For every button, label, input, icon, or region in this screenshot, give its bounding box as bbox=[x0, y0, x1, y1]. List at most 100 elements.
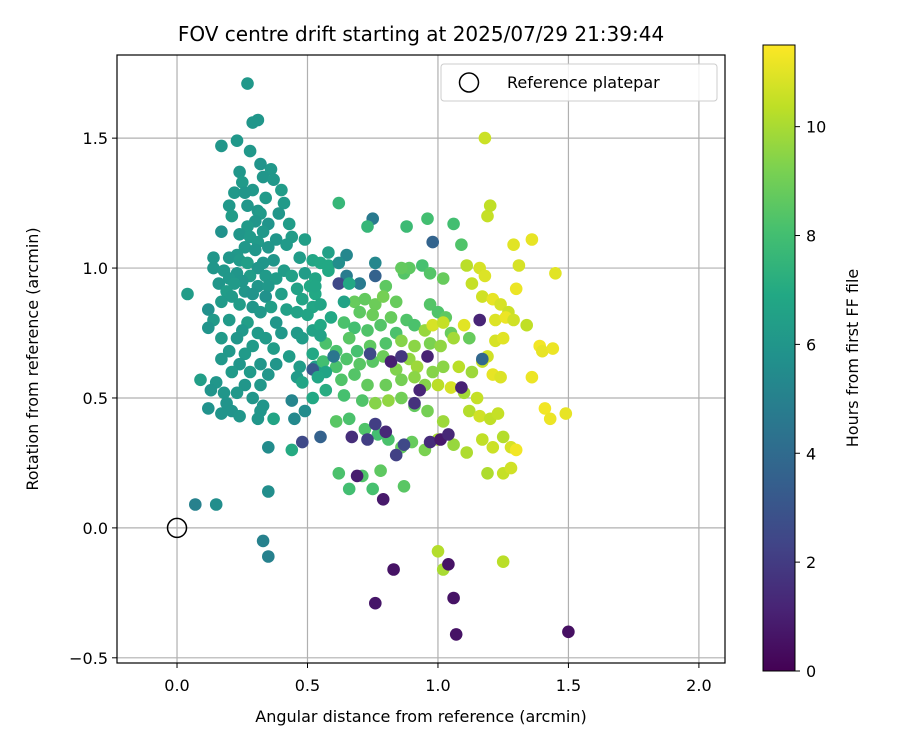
data-point bbox=[267, 412, 280, 426]
data-point bbox=[348, 368, 361, 381]
data-point bbox=[509, 282, 523, 296]
data-point bbox=[251, 412, 265, 426]
data-point bbox=[426, 235, 440, 249]
data-point bbox=[358, 292, 372, 306]
data-point bbox=[316, 355, 330, 368]
data-point bbox=[483, 199, 497, 212]
data-point bbox=[421, 350, 434, 363]
data-point bbox=[366, 308, 380, 322]
data-point bbox=[298, 267, 312, 280]
colorbar-tick-label: 10 bbox=[806, 118, 826, 137]
data-point bbox=[470, 391, 484, 405]
data-point bbox=[455, 238, 468, 251]
data-point bbox=[395, 261, 408, 275]
data-point bbox=[361, 220, 374, 233]
data-point bbox=[408, 318, 421, 332]
data-point bbox=[269, 357, 283, 371]
data-point bbox=[275, 183, 288, 197]
data-point bbox=[476, 352, 489, 366]
data-point bbox=[473, 313, 487, 327]
colorbar-label: Hours from first FF file bbox=[843, 269, 862, 448]
data-point bbox=[379, 378, 393, 392]
data-point bbox=[269, 272, 283, 285]
data-point bbox=[457, 318, 471, 332]
data-point bbox=[225, 209, 239, 223]
data-point bbox=[389, 448, 403, 462]
data-point bbox=[285, 394, 299, 407]
data-point bbox=[243, 365, 257, 379]
data-point bbox=[332, 256, 346, 270]
data-point bbox=[314, 298, 327, 311]
data-point bbox=[275, 287, 288, 301]
grid bbox=[117, 55, 725, 663]
data-point bbox=[434, 339, 447, 353]
data-point bbox=[264, 163, 278, 176]
data-point bbox=[436, 272, 450, 285]
data-point bbox=[496, 331, 510, 345]
y-tick-label: 0.0 bbox=[83, 519, 108, 538]
data-point bbox=[436, 360, 450, 374]
data-point bbox=[272, 207, 286, 220]
data-point bbox=[496, 555, 510, 568]
data-point bbox=[460, 446, 474, 459]
data-point bbox=[275, 326, 288, 340]
data-point bbox=[476, 290, 489, 303]
data-point bbox=[230, 331, 244, 345]
data-point bbox=[447, 591, 460, 605]
data-point bbox=[481, 209, 494, 223]
data-point bbox=[382, 394, 395, 407]
data-point bbox=[536, 344, 549, 358]
data-point bbox=[290, 282, 304, 296]
data-point bbox=[314, 329, 327, 342]
y-axis-label: Rotation from reference (arcmin) bbox=[23, 227, 42, 490]
data-point bbox=[442, 558, 455, 571]
data-point bbox=[189, 498, 202, 511]
data-point bbox=[251, 261, 265, 275]
data-point bbox=[369, 269, 382, 283]
colorbar-ticks: 0 2 4 6 8 10 bbox=[795, 118, 826, 681]
data-point bbox=[259, 290, 273, 303]
data-point bbox=[207, 251, 220, 264]
data-point bbox=[512, 259, 526, 272]
data-point bbox=[455, 381, 468, 394]
data-point bbox=[269, 316, 283, 329]
data-point bbox=[327, 350, 340, 363]
data-point bbox=[447, 331, 460, 345]
data-point bbox=[423, 267, 437, 280]
data-point bbox=[342, 277, 356, 290]
data-point bbox=[230, 386, 244, 400]
legend-marker-icon bbox=[458, 72, 480, 93]
data-point bbox=[389, 295, 403, 309]
data-point bbox=[478, 131, 492, 145]
data-point bbox=[262, 368, 275, 381]
data-point bbox=[306, 347, 320, 361]
x-tick-label: 0.0 bbox=[164, 676, 189, 695]
data-point bbox=[259, 269, 273, 283]
data-point bbox=[423, 337, 437, 350]
data-point bbox=[504, 461, 518, 475]
data-point bbox=[369, 596, 382, 610]
data-point bbox=[379, 337, 393, 350]
data-point bbox=[465, 365, 479, 379]
data-point bbox=[335, 373, 348, 387]
data-point bbox=[249, 243, 262, 257]
data-point bbox=[280, 238, 293, 251]
data-point bbox=[379, 279, 393, 293]
data-point bbox=[233, 298, 246, 311]
data-point bbox=[238, 347, 252, 361]
data-point bbox=[426, 318, 440, 332]
data-point bbox=[262, 241, 275, 254]
data-point bbox=[376, 493, 390, 506]
data-point bbox=[486, 441, 500, 454]
data-point bbox=[395, 334, 408, 348]
data-point bbox=[507, 238, 520, 251]
data-point bbox=[238, 186, 252, 199]
data-point bbox=[369, 298, 382, 311]
data-point bbox=[408, 339, 421, 353]
data-point bbox=[423, 435, 437, 449]
data-point bbox=[463, 331, 476, 345]
data-point bbox=[309, 279, 322, 293]
data-point bbox=[342, 482, 356, 496]
reference-platepar-marker bbox=[166, 517, 188, 539]
data-point bbox=[416, 259, 429, 272]
